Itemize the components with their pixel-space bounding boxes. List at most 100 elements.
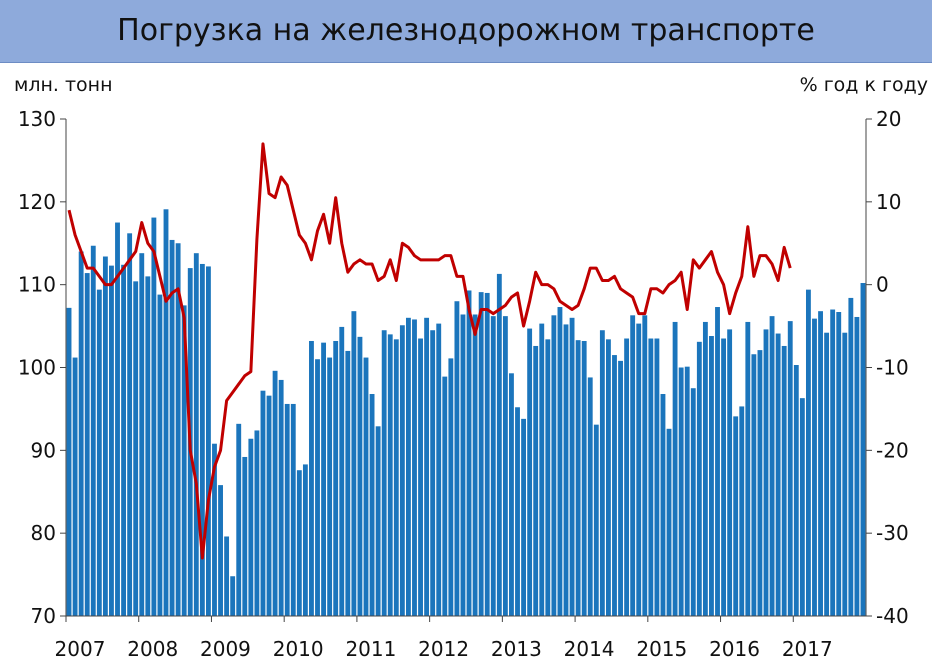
bar bbox=[527, 328, 533, 616]
left-axis-unit: млн. тонн bbox=[14, 74, 113, 96]
bar bbox=[557, 307, 563, 616]
bar bbox=[272, 370, 278, 616]
bar bbox=[709, 336, 714, 616]
bar bbox=[133, 281, 139, 616]
bar bbox=[387, 334, 393, 616]
right-axis-unit: % год к году bbox=[799, 74, 928, 96]
bar bbox=[290, 403, 296, 616]
bar bbox=[678, 367, 684, 616]
bar bbox=[757, 350, 763, 616]
bar bbox=[84, 273, 90, 616]
bar bbox=[345, 350, 351, 616]
left-tick-label: 130 bbox=[18, 107, 56, 131]
bar bbox=[593, 424, 599, 616]
bar bbox=[799, 398, 805, 616]
bar bbox=[381, 330, 387, 616]
bar bbox=[642, 315, 648, 616]
bar bbox=[781, 345, 787, 616]
bar bbox=[672, 321, 678, 616]
bar bbox=[339, 326, 345, 616]
x-tick-label: 2007 bbox=[55, 637, 106, 661]
bar bbox=[90, 245, 96, 617]
bar bbox=[448, 358, 454, 616]
bar bbox=[205, 266, 211, 616]
bar bbox=[224, 536, 230, 616]
bar bbox=[315, 359, 320, 616]
left-tick-label: 70 bbox=[31, 604, 56, 628]
bar bbox=[163, 209, 169, 617]
bar bbox=[545, 339, 551, 616]
bar bbox=[502, 316, 508, 616]
bar bbox=[327, 357, 333, 616]
bar bbox=[721, 338, 727, 616]
bar bbox=[399, 325, 405, 616]
bar bbox=[151, 217, 157, 616]
bar bbox=[157, 294, 163, 616]
bar bbox=[551, 315, 557, 616]
bar bbox=[533, 345, 539, 616]
bar bbox=[109, 265, 114, 616]
bar bbox=[575, 340, 581, 616]
bar bbox=[769, 316, 775, 616]
right-tick-label: -10 bbox=[876, 356, 909, 380]
x-tick-label: 2013 bbox=[491, 637, 542, 661]
bar bbox=[848, 297, 854, 616]
bar bbox=[424, 317, 430, 616]
bar bbox=[793, 365, 799, 616]
bar bbox=[599, 330, 605, 616]
bar bbox=[830, 309, 836, 616]
bar bbox=[745, 321, 751, 616]
bar bbox=[484, 292, 490, 616]
bar bbox=[302, 464, 308, 616]
bar bbox=[430, 330, 436, 616]
bar bbox=[254, 430, 260, 616]
bar bbox=[690, 388, 696, 616]
bar bbox=[787, 321, 793, 616]
bar bbox=[775, 333, 781, 616]
bar bbox=[66, 307, 72, 616]
bar bbox=[236, 423, 242, 616]
x-tick-label: 2014 bbox=[564, 637, 615, 661]
right-tick-label: -40 bbox=[876, 604, 909, 628]
right-tick-label: 0 bbox=[876, 273, 889, 297]
x-tick-label: 2011 bbox=[345, 637, 396, 661]
bar bbox=[569, 317, 575, 616]
bar bbox=[739, 406, 745, 616]
right-tick-label: 10 bbox=[876, 190, 901, 214]
bar bbox=[805, 289, 811, 616]
bar bbox=[78, 251, 84, 616]
bar bbox=[351, 311, 357, 616]
bar bbox=[357, 336, 363, 616]
bar bbox=[442, 376, 448, 616]
bar bbox=[509, 373, 514, 616]
bar bbox=[824, 332, 830, 616]
bar bbox=[175, 243, 181, 616]
bar bbox=[242, 456, 248, 616]
bar bbox=[727, 329, 733, 616]
chart-title-bar: Погрузка на железнодорожном транспорте bbox=[0, 0, 932, 63]
bar bbox=[127, 233, 133, 616]
bar bbox=[581, 340, 587, 616]
bar bbox=[230, 576, 236, 616]
bar bbox=[466, 290, 472, 616]
bar bbox=[321, 342, 327, 616]
bar bbox=[278, 379, 284, 616]
bar bbox=[854, 316, 860, 616]
bar bbox=[218, 485, 223, 616]
bar bbox=[115, 222, 120, 617]
chart-title: Погрузка на железнодорожном транспорте bbox=[117, 13, 815, 48]
bar bbox=[636, 323, 642, 616]
bar bbox=[496, 273, 502, 616]
bar bbox=[121, 264, 127, 616]
left-tick-label: 120 bbox=[18, 190, 56, 214]
bar bbox=[296, 470, 302, 616]
bar bbox=[763, 329, 769, 616]
bar bbox=[199, 263, 205, 616]
bar bbox=[266, 395, 272, 616]
bar bbox=[648, 338, 654, 616]
bar bbox=[248, 438, 254, 616]
bar bbox=[630, 315, 636, 616]
bar bbox=[363, 357, 369, 616]
bar bbox=[139, 253, 145, 616]
